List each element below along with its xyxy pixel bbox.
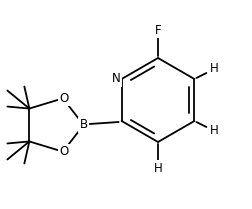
Text: B: B	[80, 119, 88, 131]
Text: N: N	[112, 73, 121, 85]
Text: O: O	[59, 92, 69, 105]
Text: H: H	[154, 162, 162, 175]
Text: H: H	[210, 125, 219, 138]
Text: F: F	[155, 23, 161, 37]
Text: H: H	[210, 62, 219, 75]
Text: O: O	[59, 145, 69, 158]
